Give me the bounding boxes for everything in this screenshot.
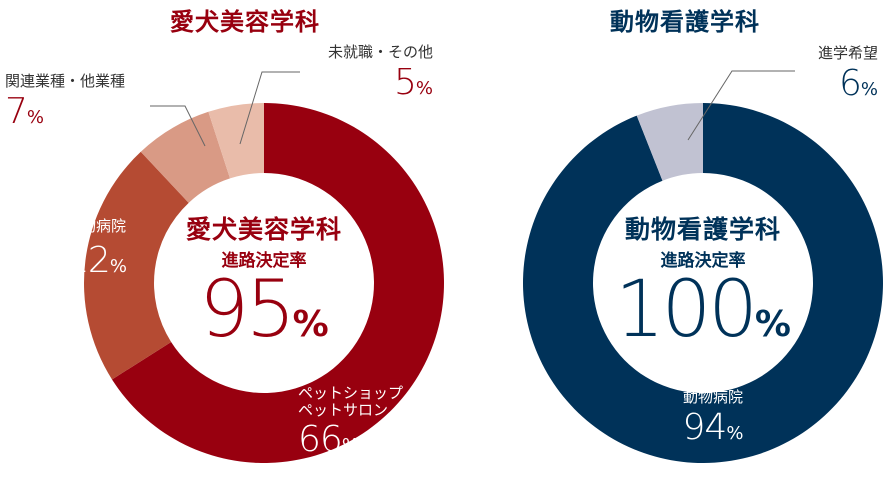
donut-slice-0-3 [208,103,264,179]
donut-slice-0-1 [84,151,189,380]
slice-percent-sign: % [109,255,127,277]
center-subtitle: 進路決定率 [221,251,307,271]
slice-value-pet-shop: 66 [298,419,343,460]
leader-line-unemployed-other [239,71,300,145]
center-title: 愛犬美容学科 [185,215,342,244]
slice-percent-sign: % [341,435,359,456]
slice-value-animal-hospital-nursing: 94 [682,406,728,448]
slice-percent-sign: % [860,78,878,100]
slice-label-text: 未就職・その他 [327,43,433,61]
slice-label-text: 動物病院 [682,388,743,406]
slice-value-unemployed-other: 5 [393,61,417,103]
leader-line-related-industry [150,105,206,147]
slice-label-line-1: ペットショップ・ [298,384,419,402]
donut-slice-1-1 [636,103,703,181]
slice-label-related-industry: 関連業種・他業種 7% [5,73,125,131]
center-value: 95% [169,271,359,349]
slice-percent-sign: % [726,422,744,444]
donut-slice-0-2 [140,111,231,203]
slice-label-line-2: ペットサロン [298,400,389,419]
center-label-dog-grooming: 愛犬美容学科 進路決定率 95% [169,210,359,349]
center-subtitle: 進路決定率 [660,251,746,271]
donut-chart-animal-nursing [523,103,884,463]
donut-chart-dog-grooming [84,103,444,463]
slice-percent-sign: % [415,77,433,99]
slice-label-text: 関連業種・他業種 [5,72,126,90]
slice-value-related-industry: 7 [5,90,28,132]
center-title: 動物看護学科 [624,215,781,244]
center-value-number: 95 [199,265,295,355]
center-value: 100% [608,271,798,349]
chart-title-animal-nursing: 動物看護学科 [610,8,760,36]
slice-value-further-study: 6 [838,62,862,104]
center-value-number: 100 [615,265,758,355]
slice-label-text: 動物病院 [66,217,127,235]
slice-label-animal-hospital: 動物病院 22% [66,218,127,280]
slice-label-unemployed-other: 未就職・その他 5% [299,44,433,102]
donut-slice-1-0 [523,103,884,463]
slice-percent-sign: % [26,106,45,128]
slice-label-text: 進学希望 [817,44,878,62]
chart-title-dog-grooming: 愛犬美容学科 [170,8,320,36]
slice-label-pet-shop: ペットショップ・ ペットサロン 66% [298,385,418,460]
callout-leader-lines [150,70,795,147]
slice-value-animal-hospital: 22 [66,239,111,281]
slice-label-further-study: 進学希望 6% [780,45,878,103]
center-value-unit: % [292,304,329,345]
center-label-animal-nursing: 動物看護学科 進路決定率 100% [608,210,798,349]
center-value-unit: % [754,304,791,345]
slice-label-animal-hospital-nursing: 動物病院 94% [668,389,758,447]
donut-slice-0-0 [112,103,444,463]
leader-line-further-study [687,70,795,141]
